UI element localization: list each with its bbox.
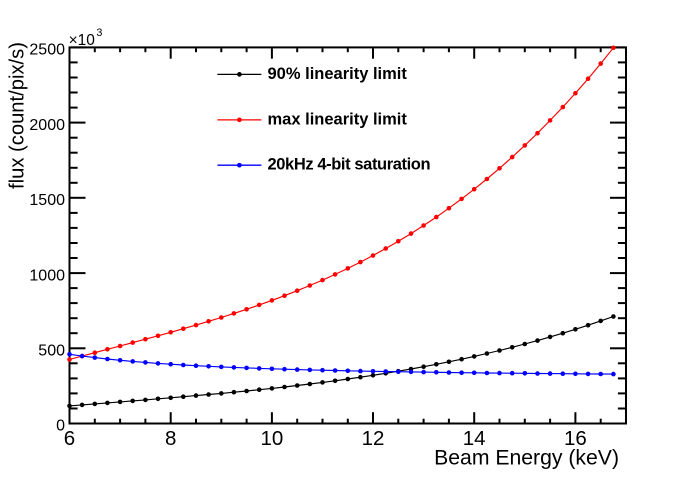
svg-text:Beam Energy (keV): Beam Energy (keV) (434, 446, 619, 469)
svg-text:2000: 2000 (29, 117, 65, 134)
svg-text:20kHz 4-bit saturation: 20kHz 4-bit saturation (268, 156, 431, 174)
svg-text:1500: 1500 (29, 192, 65, 209)
svg-text:0: 0 (56, 418, 65, 435)
svg-text:12: 12 (362, 427, 385, 450)
svg-text:6: 6 (64, 427, 75, 450)
svg-text:16: 16 (564, 427, 587, 450)
svg-text:max linearity limit: max linearity limit (268, 110, 408, 128)
svg-text:8: 8 (165, 427, 176, 450)
svg-text:×10: ×10 (69, 32, 96, 49)
svg-text:90% linearity limit: 90% linearity limit (268, 65, 408, 83)
svg-text:14: 14 (463, 427, 486, 450)
svg-text:2500: 2500 (29, 42, 65, 59)
svg-text:3: 3 (96, 27, 102, 39)
svg-text:10: 10 (260, 427, 283, 450)
svg-text:flux (count/pix/s): flux (count/pix/s) (7, 42, 29, 189)
svg-text:500: 500 (38, 343, 65, 360)
svg-text:1000: 1000 (29, 267, 65, 284)
